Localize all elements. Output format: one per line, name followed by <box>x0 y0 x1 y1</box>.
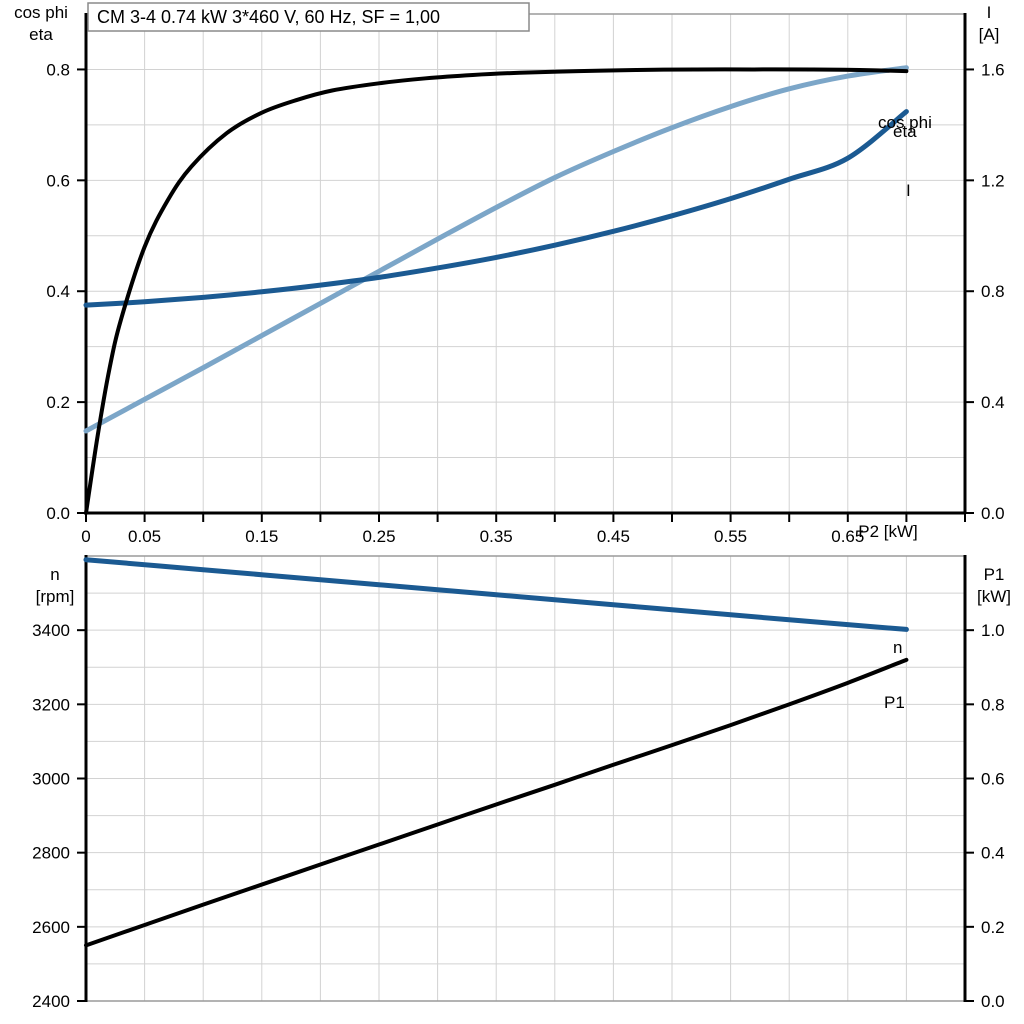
top-x-tick-7: 0.65 <box>831 527 864 546</box>
eta-curve <box>84 67 909 515</box>
top-x-tick-1: 0.05 <box>128 527 161 546</box>
chart-title-box <box>87 2 530 32</box>
top-left-tick-0: 0.0 <box>46 504 70 523</box>
current-curve <box>83 109 909 308</box>
top-x-tick-0: 0 <box>81 527 90 546</box>
bottom-left-tick-1: 2600 <box>32 918 70 937</box>
cos-phi-curve-label: cos phi <box>878 113 932 132</box>
speed-curve-label: n <box>893 638 902 657</box>
top-right-axis-title-line2: [A] <box>979 25 1000 44</box>
bottom-left-tick-2: 2800 <box>32 844 70 863</box>
bottom-left-axis-title-line1: n <box>50 565 59 584</box>
bottom-left-tick-4: 3200 <box>32 695 70 714</box>
top-chart-grid <box>86 14 965 513</box>
top-right-tick-2: 0.8 <box>981 282 1005 301</box>
top-right-tick-1: 0.4 <box>981 393 1005 412</box>
bottom-right-ticks <box>965 629 974 1002</box>
top-right-axis-title-line1: I <box>987 3 992 22</box>
bottom-right-tick-4: 0.8 <box>981 695 1005 714</box>
top-chart: cos phi eta I [A] P2 [kW] cos phi eta I … <box>14 2 1000 541</box>
speed-curve <box>83 557 909 632</box>
top-x-tick-4: 0.35 <box>480 527 513 546</box>
cos-phi-curve <box>83 65 909 434</box>
top-x-axis-title: P2 [kW] <box>858 522 918 541</box>
tick-text-layer: 0.0 0.2 0.4 0.6 0.8 0.0 0.4 0.8 1.2 1.6 2400 2600 28… <box>32 60 1004 1011</box>
bottom-right-axis-title-line1: P1 <box>984 565 1005 584</box>
bottom-right-tick-2: 0.4 <box>981 844 1005 863</box>
current-curve-label: I <box>906 181 911 200</box>
bottom-left-ticks <box>77 629 86 1002</box>
top-x-ticks <box>85 513 966 522</box>
top-left-tick-3: 0.6 <box>46 171 70 190</box>
top-right-tick-3: 1.2 <box>981 171 1005 190</box>
p1-curve <box>84 657 909 948</box>
top-left-tick-2: 0.4 <box>46 282 70 301</box>
bottom-right-tick-1: 0.2 <box>981 918 1005 937</box>
bottom-left-tick-0: 2400 <box>32 992 70 1011</box>
top-x-tick-5: 0.45 <box>597 527 630 546</box>
top-x-tick-6: 0.55 <box>714 527 747 546</box>
top-left-ticks <box>77 68 86 514</box>
bottom-left-axis-title-line2: [rpm] <box>36 587 75 606</box>
top-right-tick-0: 0.0 <box>981 504 1005 523</box>
eta-curve-label: eta <box>893 122 917 141</box>
top-x-tick-2: 0.15 <box>245 527 278 546</box>
bottom-chart-grid <box>86 556 965 1001</box>
top-left-axis-title-line2: eta <box>29 25 53 44</box>
top-right-tick-4: 1.6 <box>981 60 1005 79</box>
top-left-tick-4: 0.8 <box>46 60 70 79</box>
top-left-axis-title-line1: cos phi <box>14 3 68 22</box>
bottom-left-tick-3: 3000 <box>32 770 70 789</box>
chart-title-text: CM 3-4 0.74 kW 3*460 V, 60 Hz, SF = 1,00 <box>97 7 440 27</box>
top-x-tick-3: 0.25 <box>362 527 395 546</box>
top-right-ticks <box>965 68 974 514</box>
bottom-chart: n [rpm] P1 [kW] n P1 <box>36 555 1011 1002</box>
bottom-right-axis-title-line2: [kW] <box>977 587 1011 606</box>
bottom-right-tick-5: 1.0 <box>981 621 1005 640</box>
bottom-left-tick-5: 3400 <box>32 621 70 640</box>
p1-curve-label: P1 <box>884 693 905 712</box>
bottom-right-tick-0: 0.0 <box>981 992 1005 1011</box>
bottom-right-tick-3: 0.6 <box>981 770 1005 789</box>
top-left-tick-1: 0.2 <box>46 393 70 412</box>
